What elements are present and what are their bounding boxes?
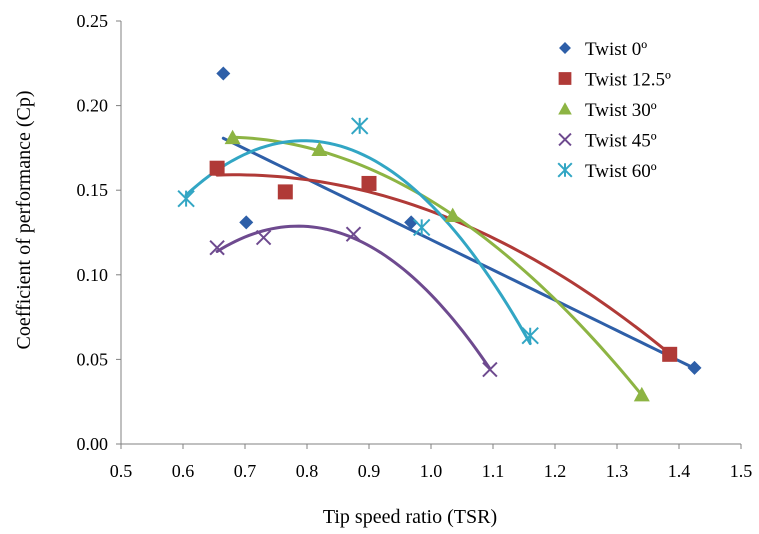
x-tick-labels: 0.5 0.6 0.7 0.8 0.9 1.0 1.1 1.2 1.3 1.4 1.5 bbox=[110, 444, 753, 481]
data-point-series-0-1 bbox=[239, 215, 254, 230]
legend-marker-4 bbox=[557, 162, 573, 178]
x-tick-label: 1.2 bbox=[544, 461, 567, 481]
data-point-series-3-3 bbox=[482, 361, 498, 378]
legend-label-2: Twist 30º bbox=[585, 100, 657, 121]
trendline-series-3 bbox=[215, 224, 492, 371]
legend-label-1: Twist 12.5º bbox=[585, 70, 671, 91]
x-tick-label: 1.4 bbox=[668, 461, 691, 481]
data-point-series-1-0 bbox=[209, 160, 225, 176]
legend-label-4: Twist 60º bbox=[585, 161, 657, 182]
legend-marker-0 bbox=[559, 42, 571, 54]
data-point-series-4-0 bbox=[177, 189, 195, 208]
trendline-series-2 bbox=[231, 135, 644, 397]
y-tick-label: 0.10 bbox=[77, 265, 109, 285]
trendlines bbox=[184, 135, 696, 397]
legend-label-0: Twist 0º bbox=[585, 39, 647, 60]
x-tick-label: 0.6 bbox=[172, 461, 195, 481]
data-point-series-0-3 bbox=[687, 360, 702, 375]
legend-label-3: Twist 45º bbox=[585, 131, 657, 152]
x-tick-label: 1.3 bbox=[606, 461, 629, 481]
y-tick-label: 0.05 bbox=[77, 349, 109, 369]
x-tick-label: 1.0 bbox=[420, 461, 443, 481]
x-tick-label: 1.1 bbox=[482, 461, 505, 481]
legend-marker-1 bbox=[558, 72, 572, 85]
y-axis-title: Coefficient of performance (Cp) bbox=[13, 91, 35, 350]
x-tick-label: 0.7 bbox=[234, 461, 257, 481]
data-point-series-3-0 bbox=[209, 240, 225, 256]
y-tick-label: 0.00 bbox=[77, 434, 109, 454]
data-point-series-2-3 bbox=[633, 386, 650, 402]
legend-marker-2 bbox=[558, 102, 572, 115]
data-point-series-2-0 bbox=[224, 129, 241, 145]
y-tick-label: 0.15 bbox=[77, 180, 109, 200]
data-point-series-1-3 bbox=[662, 346, 678, 362]
y-tick-label: 0.25 bbox=[77, 11, 109, 31]
data-point-series-3-1 bbox=[255, 229, 272, 246]
legend: Twist 0º Twist 12.5º Twist 30º Twist 45º Twi… bbox=[557, 39, 671, 182]
data-point-series-0-0 bbox=[216, 66, 231, 81]
data-point-series-4-3 bbox=[521, 327, 539, 345]
data-point-series-2-1 bbox=[311, 141, 328, 156]
y-tick-labels: 0.00 0.05 0.10 0.15 0.20 0.25 bbox=[77, 11, 121, 454]
data-points bbox=[177, 66, 702, 402]
x-tick-label: 0.8 bbox=[296, 461, 319, 481]
data-point-series-1-2 bbox=[361, 175, 377, 191]
x-tick-label: 1.5 bbox=[730, 461, 753, 481]
data-point-series-3-2 bbox=[345, 226, 362, 242]
legend-marker-3 bbox=[558, 132, 572, 147]
data-point-series-4-2 bbox=[412, 218, 431, 237]
data-point-series-0-2 bbox=[404, 215, 419, 230]
data-point-series-1-1 bbox=[277, 184, 293, 200]
trendline-series-0 bbox=[221, 136, 696, 370]
y-tick-label: 0.20 bbox=[77, 96, 109, 116]
data-point-series-4-1 bbox=[350, 117, 369, 135]
data-point-series-2-2 bbox=[444, 207, 461, 222]
trendline-series-1 bbox=[215, 173, 672, 356]
x-tick-label: 0.9 bbox=[358, 461, 381, 481]
trendline-series-4 bbox=[184, 139, 532, 346]
x-tick-label: 0.5 bbox=[110, 461, 133, 481]
x-axis-title: Tip speed ratio (TSR) bbox=[323, 506, 497, 528]
